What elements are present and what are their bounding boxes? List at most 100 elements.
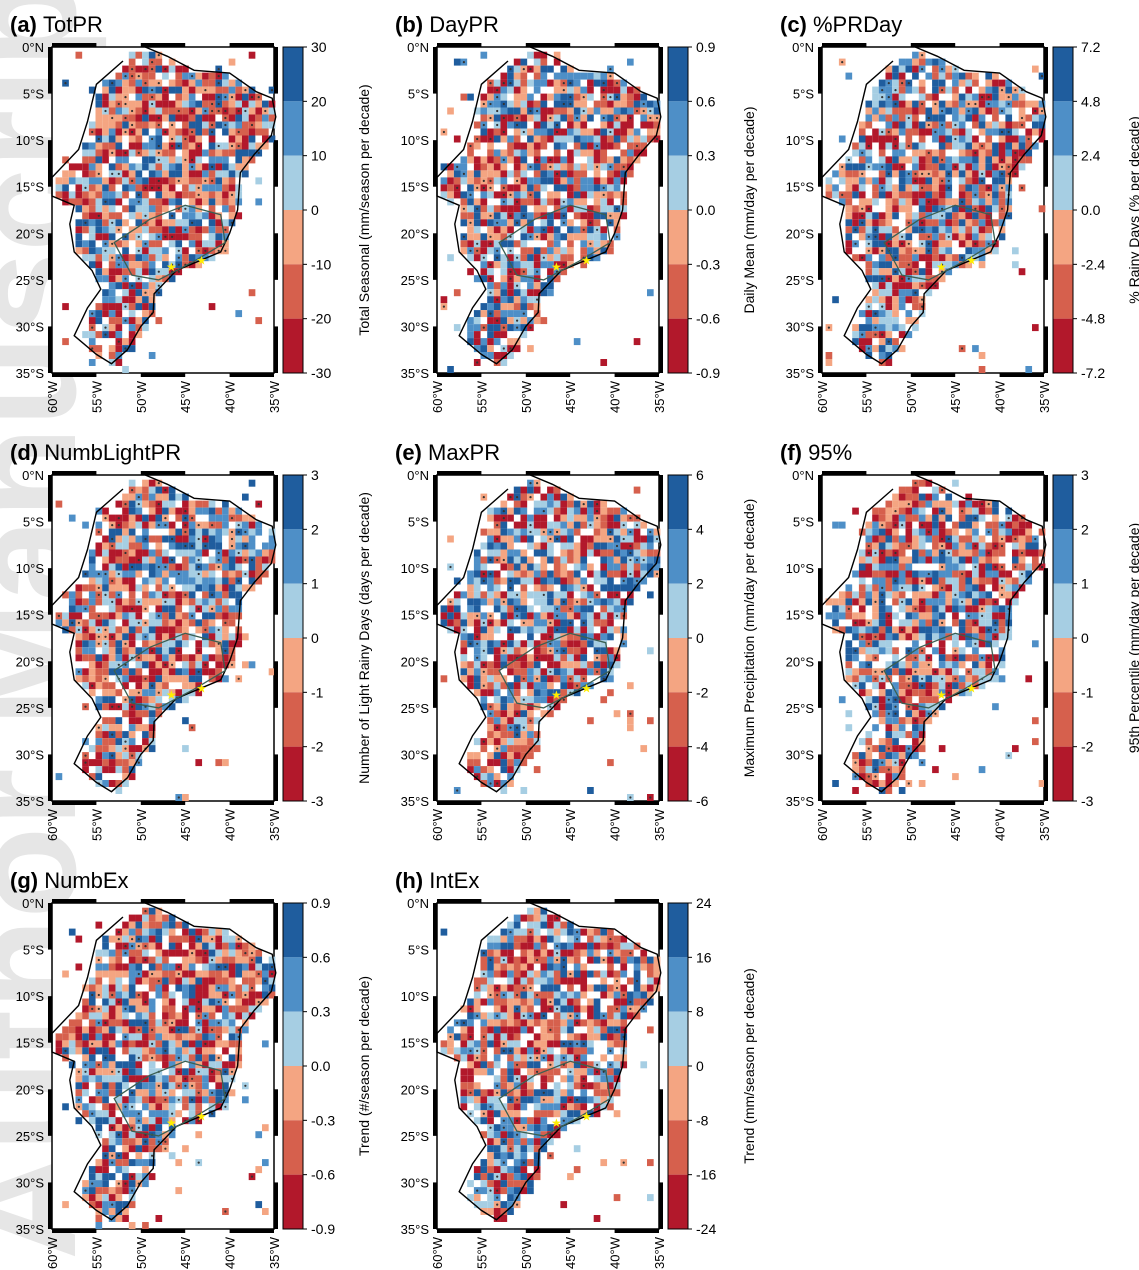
significance-dot xyxy=(124,116,127,120)
trend-cell xyxy=(547,79,554,87)
trend-cell xyxy=(102,205,109,213)
trend-cell xyxy=(108,261,116,269)
trend-cell xyxy=(215,514,223,522)
trend-cell xyxy=(607,240,614,248)
significance-dot xyxy=(131,754,134,757)
significance-dot xyxy=(522,698,525,701)
trend-cell xyxy=(208,240,216,248)
colorbar-label: Number of Light Rainy Days (days per dec… xyxy=(356,492,372,784)
trend-cell xyxy=(912,51,919,59)
significance-dot xyxy=(217,249,220,252)
trend-cell xyxy=(467,93,474,101)
trend-cell xyxy=(148,556,156,564)
significance-dot xyxy=(516,221,519,224)
trend-cell xyxy=(898,58,906,66)
significance-dot xyxy=(522,214,525,217)
trend-cell xyxy=(898,114,906,122)
significance-dot xyxy=(927,151,930,154)
trend-cell xyxy=(620,212,628,220)
latitude-tick: 0°N xyxy=(407,40,429,55)
trend-cell xyxy=(128,345,136,353)
trend-cell xyxy=(587,205,594,213)
trend-cell xyxy=(573,563,581,571)
trend-cell xyxy=(838,135,846,143)
trend-cell xyxy=(533,205,541,213)
trend-cell xyxy=(155,93,163,101)
trend-cell xyxy=(467,661,474,669)
trend-cell xyxy=(892,289,899,297)
significance-dot xyxy=(151,649,154,652)
trend-cell xyxy=(560,163,568,171)
trend-cell xyxy=(108,647,116,655)
trend-cell xyxy=(885,100,893,108)
trend-cell xyxy=(513,86,521,94)
trend-cell xyxy=(487,738,494,746)
trend-cell xyxy=(473,142,481,150)
trend-cell xyxy=(620,107,628,115)
trend-cell xyxy=(128,479,136,487)
trend-cell xyxy=(540,233,548,241)
trend-cell xyxy=(115,689,123,697)
frame-tick xyxy=(274,233,278,280)
significance-dot xyxy=(124,151,127,154)
trend-cell xyxy=(885,177,893,185)
significance-dot xyxy=(104,628,107,632)
significance-dot xyxy=(562,649,565,652)
trend-cell xyxy=(533,177,541,185)
trend-cell xyxy=(593,107,601,115)
significance-dot xyxy=(224,249,227,252)
latitude-tick: 10°S xyxy=(401,133,430,148)
trend-cell xyxy=(242,128,249,136)
trend-cell xyxy=(858,198,866,206)
trend-cell xyxy=(513,745,521,753)
latitude-tick: 30°S xyxy=(16,319,45,334)
trend-cell xyxy=(587,570,594,578)
trend-cell xyxy=(128,773,136,781)
trend-cell xyxy=(215,507,223,515)
significance-dot xyxy=(151,89,154,92)
trend-cell xyxy=(182,717,189,725)
trend-cell xyxy=(560,570,568,578)
trend-cell xyxy=(62,184,69,192)
trend-cell xyxy=(95,275,103,283)
trend-cell xyxy=(95,345,103,353)
trend-cell xyxy=(527,689,534,697)
trend-cell xyxy=(507,766,514,774)
significance-dot xyxy=(887,130,890,134)
trend-cell xyxy=(88,591,96,599)
trend-cell xyxy=(533,668,541,676)
trend-cell xyxy=(108,668,116,676)
trend-cell xyxy=(108,247,116,255)
trend-cell xyxy=(122,366,129,373)
trend-cell xyxy=(952,107,959,115)
significance-dot xyxy=(556,172,559,175)
trend-cell xyxy=(533,58,541,66)
significance-dot xyxy=(244,89,247,92)
latitude-tick: 5°S xyxy=(408,515,429,530)
significance-dot xyxy=(111,242,114,245)
trend-cell xyxy=(627,100,634,108)
trend-cell xyxy=(102,93,109,101)
significance-dot xyxy=(77,621,80,625)
trend-cell xyxy=(965,177,973,185)
trend-cell xyxy=(208,640,216,648)
trend-cell xyxy=(75,605,83,613)
colorbar-tick-label: -2.4 xyxy=(1081,256,1105,272)
latitude-tick: 35°S xyxy=(401,794,430,809)
trend-cell xyxy=(142,682,149,690)
significance-dot xyxy=(111,172,114,175)
trend-cell xyxy=(520,591,528,599)
trend-cell xyxy=(142,93,149,101)
trend-cell xyxy=(965,247,973,255)
trend-cell xyxy=(633,135,641,143)
trend-cell xyxy=(533,647,541,655)
trend-cell xyxy=(128,331,136,339)
trend-cell xyxy=(255,521,263,529)
trend-cell xyxy=(215,675,223,683)
trend-cell xyxy=(560,65,568,73)
trend-cell xyxy=(965,93,973,101)
trend-cell xyxy=(1018,93,1026,101)
significance-dot xyxy=(1020,116,1024,120)
trend-cell xyxy=(905,100,913,108)
trend-cell xyxy=(480,212,488,220)
